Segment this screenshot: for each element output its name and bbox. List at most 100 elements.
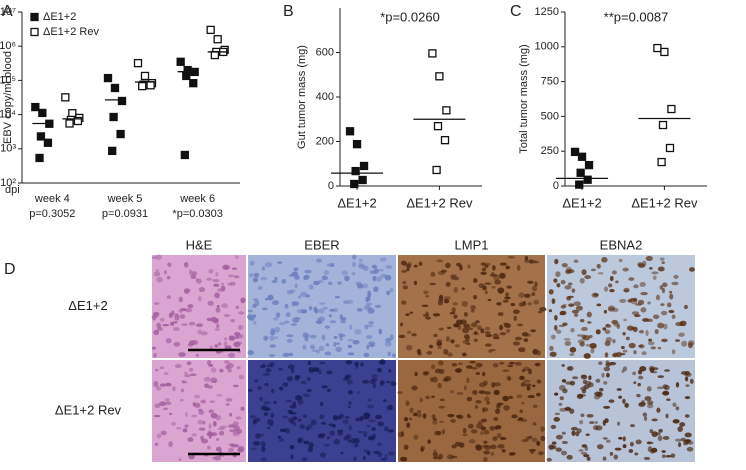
cell-nucleus: [665, 454, 672, 458]
cell-nucleus: [449, 312, 456, 315]
cell-nucleus: [153, 302, 160, 305]
cell-nucleus: [412, 412, 418, 417]
cell-nucleus: [363, 449, 369, 453]
cell-nucleus: [258, 433, 265, 437]
cell-nucleus: [328, 281, 333, 286]
x-tick-label: week 6: [179, 193, 215, 205]
cell-nucleus: [458, 362, 463, 366]
cell-nucleus: [185, 308, 192, 313]
cell-nucleus: [332, 415, 339, 421]
histology-image: [247, 359, 397, 462]
cell-nucleus: [191, 433, 198, 437]
histology-image: [547, 255, 695, 359]
cell-nucleus: [220, 282, 225, 286]
cell-nucleus: [612, 339, 616, 344]
data-point: [210, 50, 220, 60]
cell-nucleus: [513, 315, 517, 322]
image-background: [248, 360, 396, 462]
cell-nucleus: [495, 408, 501, 415]
cell-nucleus: [567, 282, 573, 286]
cell-nucleus: [606, 372, 610, 378]
cell-nucleus: [233, 275, 240, 279]
cell-nucleus: [586, 311, 592, 318]
cell-nucleus: [521, 369, 526, 372]
cell-nucleus: [354, 361, 359, 367]
cell-nucleus: [489, 444, 497, 450]
cell-nucleus: [559, 407, 567, 412]
cell-nucleus: [657, 266, 665, 272]
cell-nucleus: [554, 324, 558, 331]
cell-nucleus: [496, 432, 502, 439]
cell-nucleus: [608, 399, 615, 403]
cell-nucleus: [579, 341, 585, 347]
cell-nucleus: [566, 366, 571, 371]
cell-nucleus: [476, 325, 482, 331]
cell-nucleus: [363, 412, 371, 419]
cell-nucleus: [170, 421, 177, 426]
cell-nucleus: [505, 292, 509, 297]
cell-nucleus: [344, 375, 350, 379]
cell-nucleus: [172, 327, 180, 331]
cell-nucleus: [554, 258, 559, 265]
cell-nucleus: [178, 296, 183, 303]
cell-nucleus: [651, 271, 659, 275]
cell-nucleus: [213, 380, 217, 383]
cell-nucleus: [299, 424, 306, 429]
cell-nucleus: [477, 420, 484, 424]
cell-nucleus: [590, 348, 595, 354]
cell-nucleus: [261, 446, 266, 452]
data-point: [660, 47, 669, 57]
cell-nucleus: [345, 360, 353, 365]
cell-nucleus: [168, 441, 173, 448]
cell-nucleus: [401, 269, 408, 273]
cell-nucleus: [229, 335, 234, 340]
cell-nucleus: [302, 414, 308, 418]
cell-nucleus: [291, 271, 299, 277]
cell-nucleus: [352, 339, 360, 345]
cell-nucleus: [232, 431, 236, 436]
cell-nucleus: [292, 421, 297, 426]
cell-nucleus: [367, 292, 372, 298]
cell-nucleus: [164, 382, 172, 387]
data-point: [36, 132, 46, 141]
cell-nucleus: [442, 377, 449, 382]
cell-nucleus: [379, 359, 386, 365]
cell-nucleus: [473, 338, 478, 342]
cell-nucleus: [502, 395, 509, 402]
cell-nucleus: [293, 267, 299, 272]
cell-nucleus: [402, 285, 409, 290]
cell-nucleus: [431, 395, 435, 399]
data-point: [442, 106, 451, 115]
cell-nucleus: [173, 341, 181, 347]
cell-nucleus: [632, 326, 638, 333]
cell-nucleus: [237, 334, 244, 339]
cell-nucleus: [654, 328, 659, 335]
histology-image: [546, 360, 695, 462]
cell-nucleus: [220, 285, 226, 292]
cell-nucleus: [152, 311, 160, 317]
data-point: [180, 150, 190, 160]
cell-nucleus: [278, 438, 285, 442]
cell-nucleus: [604, 329, 611, 335]
cell-nucleus: [478, 390, 486, 395]
cell-nucleus: [666, 398, 671, 401]
cell-nucleus: [388, 368, 392, 373]
cell-nucleus: [212, 278, 220, 283]
cell-nucleus: [287, 364, 295, 370]
cell-nucleus: [292, 401, 296, 408]
cell-nucleus: [640, 291, 648, 296]
cell-nucleus: [284, 303, 289, 309]
cell-nucleus: [573, 259, 579, 263]
cell-nucleus: [550, 334, 556, 340]
p-value: *p=0.0303: [172, 208, 222, 220]
cell-nucleus: [559, 310, 567, 316]
cell-nucleus: [198, 287, 206, 293]
cell-nucleus: [548, 309, 553, 313]
cell-nucleus: [561, 440, 568, 445]
cell-nucleus: [383, 426, 389, 432]
data-point: [73, 116, 83, 126]
cell-nucleus: [618, 395, 622, 399]
cell-nucleus: [577, 339, 585, 344]
cell-nucleus: [333, 336, 338, 339]
cell-nucleus: [573, 313, 579, 317]
